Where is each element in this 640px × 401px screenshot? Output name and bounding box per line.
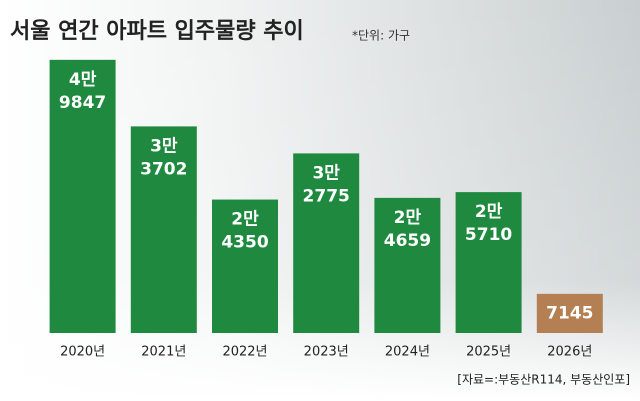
bar (130, 126, 197, 334)
chart-subtitle: *단위: 가구 (352, 29, 410, 43)
value-label: 4659 (384, 231, 431, 251)
bar (374, 197, 441, 333)
x-tick-label: 2022년 (222, 345, 267, 360)
value-label: 3만 (150, 136, 178, 156)
bar (293, 153, 360, 333)
x-tick-label: 2021년 (141, 345, 186, 360)
x-tick-label: 2026년 (547, 345, 592, 360)
chart-title: 서울 연간 아파트 입주물량 추이 (10, 19, 304, 44)
value-label: 9847 (59, 93, 106, 113)
value-label: 3702 (140, 159, 187, 179)
bar (536, 293, 603, 333)
value-label: 4만 (69, 70, 97, 90)
value-label: 7145 (546, 303, 593, 323)
x-tick-label: 2025년 (466, 345, 511, 360)
value-label: 2만 (475, 202, 503, 222)
value-label: 2775 (303, 186, 350, 206)
x-tick-label: 2023년 (304, 345, 349, 360)
x-tick-label: 2024년 (385, 345, 430, 360)
bar (455, 192, 522, 333)
value-label: 2만 (394, 208, 422, 228)
bar (212, 199, 278, 333)
bar (49, 59, 116, 333)
x-tick-label: 2020년 (60, 345, 105, 360)
value-label: 2만 (231, 210, 259, 230)
source: [자료=:부동산R114, 부동산인포] (457, 373, 630, 387)
value-label: 5710 (465, 225, 512, 245)
value-label: 4350 (221, 233, 268, 253)
value-label: 3만 (312, 163, 340, 183)
